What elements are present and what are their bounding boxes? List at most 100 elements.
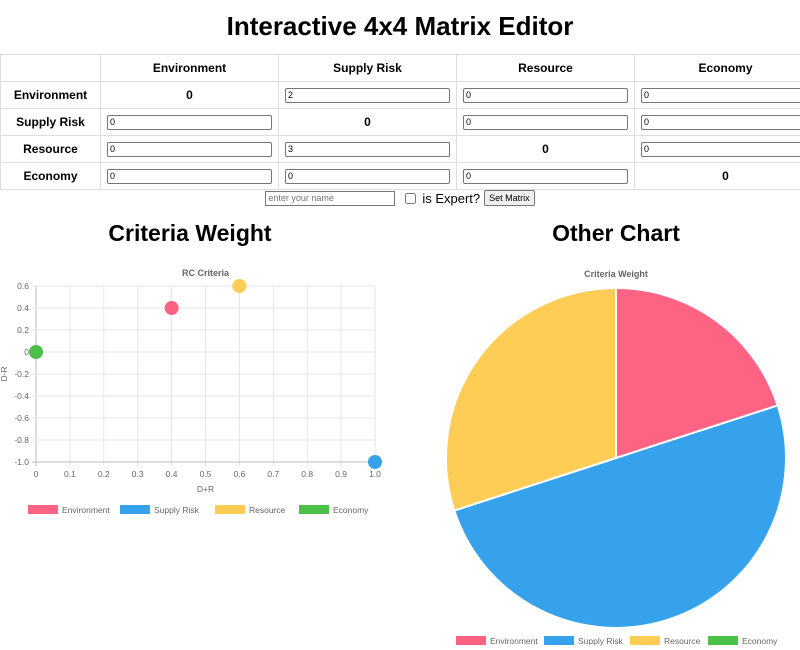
x-tick-label: 0.3 — [132, 469, 144, 479]
matrix-cell — [456, 108, 635, 136]
matrix-cell — [100, 135, 279, 163]
criteria-weight-heading: Criteria Weight — [108, 220, 272, 246]
x-tick-label: 0.6 — [233, 469, 245, 479]
diagonal-cell: 0 — [100, 81, 279, 109]
pie-legend-label-environment: Environment — [490, 636, 538, 646]
pie-legend-label-supply-risk: Supply Risk — [578, 636, 624, 646]
x-tick-label: 0.7 — [267, 469, 279, 479]
pie-title: Criteria Weight — [584, 269, 648, 279]
y-tick-label: -0.2 — [14, 369, 29, 379]
y-tick-label: -0.8 — [14, 435, 29, 445]
name-input[interactable] — [265, 190, 396, 206]
matrix-cell — [278, 81, 457, 109]
matrix-input-environment-supply-risk[interactable] — [285, 87, 450, 103]
matrix-input-economy-supply-risk[interactable] — [285, 168, 450, 184]
y-tick-label: -0.6 — [14, 413, 29, 423]
row-header-supply-risk: Supply Risk — [0, 108, 101, 136]
pie-legend-label-economy: Economy — [742, 636, 778, 646]
matrix-cell — [278, 162, 457, 190]
scatter-chart: RC Criteria 0 0.1 0.2 0.3 0.4 0.5 0.6 0.7 0.8 0.9 1… — [0, 268, 382, 515]
matrix-controls: is Expert? Set Matrix — [0, 188, 800, 208]
matrix-input-supply-risk-environment[interactable] — [107, 114, 272, 130]
matrix-input-environment-resource[interactable] — [463, 87, 628, 103]
pie-legend-swatch-supply-risk — [544, 636, 574, 645]
x-tick-label: 0.5 — [200, 469, 212, 479]
row-header-resource: Resource — [0, 135, 101, 163]
y-tick-label: -1.0 — [14, 457, 29, 467]
pie-slice-environment — [615, 286, 779, 460]
x-tick-label: 0 — [34, 469, 39, 479]
matrix-input-resource-supply-risk[interactable] — [285, 141, 450, 157]
scatter-point-supply-risk — [368, 455, 382, 469]
legend-label-environment: Environment — [62, 505, 110, 515]
y-axis-label: D-R — [0, 366, 9, 381]
pie-legend-swatch-economy — [708, 636, 738, 645]
x-tick-label: 0.9 — [335, 469, 347, 479]
legend-swatch-environment — [28, 505, 58, 514]
set-matrix-button[interactable]: Set Matrix — [484, 190, 535, 206]
legend-label-supply-risk: Supply Risk — [154, 505, 200, 515]
y-tick-label: 0.6 — [17, 281, 29, 291]
pie-legend-swatch-environment — [456, 636, 486, 645]
matrix-header-row: Environment Supply Risk Resource Economy — [0, 54, 800, 82]
col-header-environment: Environment — [100, 54, 279, 82]
col-header-economy: Economy — [634, 54, 800, 82]
y-tick-label: 0.4 — [17, 303, 29, 313]
matrix-input-economy-resource[interactable] — [463, 168, 628, 184]
scatter-title: RC Criteria — [182, 268, 230, 278]
matrix-table: Environment Supply Risk Resource Economy… — [0, 54, 800, 190]
matrix-cell — [634, 108, 800, 136]
legend-swatch-economy — [299, 505, 329, 514]
matrix-input-supply-risk-economy[interactable] — [641, 114, 800, 130]
matrix-row-economy: Economy 0 — [0, 162, 800, 190]
scatter-point-environment — [164, 301, 179, 315]
legend-swatch-supply-risk — [120, 505, 150, 514]
legend-label-resource: Resource — [249, 505, 286, 515]
pie-slice-supply-risk — [453, 404, 787, 629]
diagonal-cell: 0 — [456, 135, 635, 163]
pie-legend-swatch-resource — [630, 636, 660, 645]
col-header-resource: Resource — [456, 54, 635, 82]
pie-chart: Criteria Weight Environment Supply Risk Res… — [445, 269, 787, 646]
diagonal-cell: 0 — [634, 162, 800, 190]
legend-swatch-resource — [215, 505, 245, 514]
matrix-input-resource-environment[interactable] — [107, 141, 272, 157]
diagonal-cell: 0 — [278, 108, 457, 136]
matrix-cell — [278, 135, 457, 163]
scatter-point-economy — [29, 345, 43, 359]
matrix-cell — [634, 135, 800, 163]
scatter-point-resource — [232, 279, 247, 293]
x-tick-label: 0.8 — [301, 469, 313, 479]
matrix-cell — [100, 108, 279, 136]
matrix-cell — [456, 81, 635, 109]
legend-label-economy: Economy — [333, 505, 369, 515]
y-tick-label: 0 — [24, 347, 29, 357]
x-tick-label: 0.1 — [64, 469, 76, 479]
matrix-input-environment-economy[interactable] — [641, 87, 800, 103]
matrix-cell — [634, 81, 800, 109]
matrix-cell — [456, 162, 635, 190]
col-header-supply-risk: Supply Risk — [278, 54, 457, 82]
y-tick-label: 0.2 — [17, 325, 29, 335]
y-tick-label: -0.4 — [14, 391, 29, 401]
x-tick-label: 1.0 — [369, 469, 381, 479]
other-chart-heading: Other Chart — [552, 220, 680, 246]
x-tick-label: 0.2 — [98, 469, 110, 479]
matrix-input-supply-risk-resource[interactable] — [463, 114, 628, 130]
matrix-cell — [100, 162, 279, 190]
row-header-economy: Economy — [0, 162, 101, 190]
x-tick-label: 0.4 — [166, 469, 178, 479]
expert-checkbox[interactable] — [405, 192, 417, 204]
matrix-row-supply-risk: Supply Risk 0 — [0, 108, 800, 136]
page-title: Interactive 4x4 Matrix Editor — [226, 11, 574, 41]
matrix-input-resource-economy[interactable] — [641, 141, 800, 157]
matrix-corner — [0, 54, 101, 82]
matrix-row-environment: Environment 0 — [0, 81, 800, 109]
matrix-row-resource: Resource 0 — [0, 135, 800, 163]
matrix-input-economy-environment[interactable] — [107, 168, 272, 184]
row-header-environment: Environment — [0, 81, 101, 109]
pie-legend-label-resource: Resource — [664, 636, 701, 646]
expert-label: is Expert? — [422, 190, 481, 206]
pie-slice-resource — [445, 286, 617, 512]
x-axis-label: D+R — [197, 484, 214, 494]
